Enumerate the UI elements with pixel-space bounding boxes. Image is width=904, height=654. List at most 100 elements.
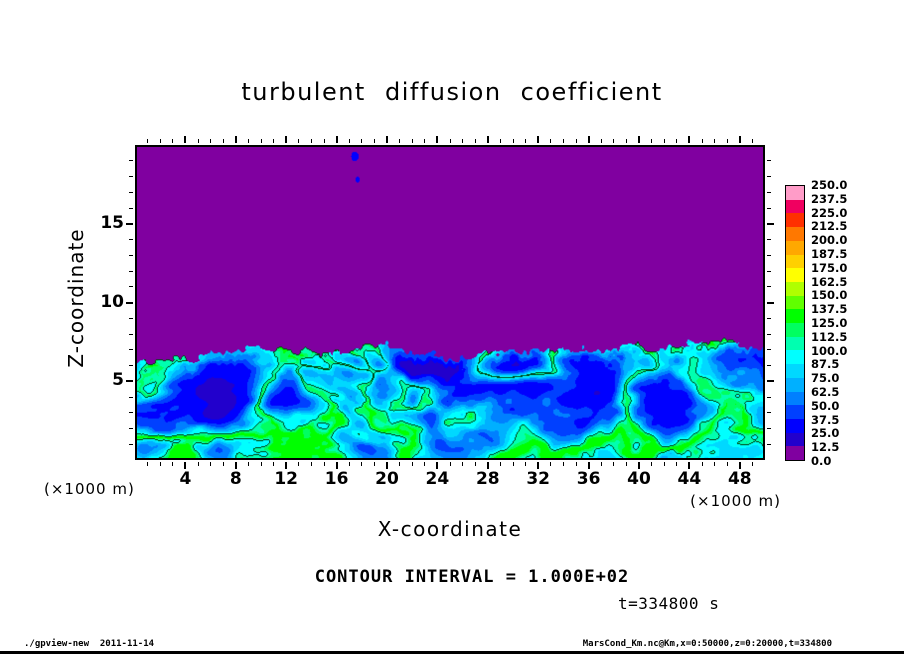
tick-mark: [424, 139, 426, 143]
colorbar-cell: [786, 213, 804, 228]
tick-mark: [126, 222, 133, 225]
tick-mark: [512, 139, 514, 143]
tick-mark: [600, 139, 602, 143]
tick-mark: [625, 139, 627, 143]
tick-mark: [525, 462, 527, 466]
colorbar-cell: [786, 364, 804, 378]
x-tick-label: 48: [727, 469, 752, 489]
tick-mark: [663, 462, 665, 466]
x-tick-label: 24: [425, 469, 450, 489]
colorbar-cell: [786, 295, 804, 310]
colorbar-cell: [786, 432, 804, 447]
colorbar-tick-label: 187.5: [811, 247, 848, 261]
tick-mark: [260, 462, 262, 466]
colorbar-cell: [786, 323, 804, 337]
colorbar-tick-label: 212.5: [811, 219, 848, 234]
tick-mark: [562, 139, 564, 143]
tick-mark: [638, 462, 640, 469]
tick-mark: [285, 462, 288, 469]
x-tick-label: 44: [677, 469, 702, 489]
tick-mark: [361, 462, 363, 466]
tick-mark: [126, 301, 133, 304]
tick-mark: [767, 207, 771, 209]
x-axis-title: X-coordinate: [377, 517, 523, 541]
y-tick-label: 5: [112, 370, 124, 391]
tick-mark: [726, 139, 728, 143]
tick-mark: [714, 462, 716, 466]
tick-mark: [159, 462, 161, 466]
colorbar-tick-label: 87.5: [811, 357, 840, 372]
tick-mark: [129, 443, 133, 445]
tick-mark: [298, 462, 300, 466]
tick-mark: [449, 139, 451, 143]
colorbar-tick-label: 25.0: [811, 426, 840, 441]
footer-dataset-text: MarsCond_Km.nc@Km,x=0:50000,z=0:20000,t=…: [582, 639, 832, 649]
tick-mark: [129, 207, 133, 209]
x-tick-label: 4: [179, 469, 192, 489]
tick-mark: [613, 462, 615, 466]
x-tick-label: 32: [526, 469, 551, 489]
tick-mark: [767, 254, 771, 256]
tick-mark: [386, 136, 388, 143]
tick-mark: [129, 396, 133, 398]
tick-mark: [550, 139, 552, 143]
tick-mark: [129, 428, 133, 429]
tick-mark: [537, 136, 540, 143]
tick-mark: [462, 462, 464, 466]
tick-mark: [600, 462, 602, 466]
tick-mark: [436, 136, 439, 143]
tick-mark: [222, 462, 224, 466]
tick-mark: [767, 301, 774, 304]
tick-mark: [197, 462, 199, 466]
tick-mark: [184, 462, 187, 469]
tick-mark: [247, 462, 249, 466]
tick-mark: [474, 139, 476, 143]
x-tick-label: 40: [627, 469, 651, 489]
colorbar-cell: [786, 186, 804, 200]
tick-mark: [462, 139, 464, 143]
tick-mark: [587, 462, 590, 469]
tick-mark: [222, 139, 224, 143]
colorbar-tick-label: 0.0: [811, 454, 832, 468]
colorbar-cell: [786, 254, 804, 269]
tick-mark: [210, 462, 212, 466]
tick-mark: [129, 270, 133, 272]
tick-mark: [310, 139, 312, 143]
tick-mark: [147, 139, 149, 143]
tick-mark: [575, 139, 577, 143]
tick-mark: [767, 443, 771, 445]
time-annotation: t=334800 s: [618, 594, 720, 613]
x-tick-label: 36: [576, 469, 601, 489]
tick-mark: [129, 365, 133, 366]
tick-mark: [147, 462, 149, 466]
tick-mark: [550, 462, 552, 466]
y-tick-label: 10: [100, 291, 124, 312]
x-axis-unit-label: (×1000 m): [690, 492, 781, 510]
colorbar-tick-label: 112.5: [811, 329, 848, 344]
tick-mark: [767, 222, 774, 225]
tick-mark: [767, 286, 771, 288]
tick-mark: [767, 380, 774, 383]
colorbar-cell: [786, 240, 804, 255]
y-axis-unit-label: (×1000 m): [44, 480, 135, 498]
tick-mark: [210, 139, 212, 143]
colorbar-cell: [786, 309, 804, 324]
tick-mark: [348, 139, 350, 143]
tick-mark: [234, 136, 237, 143]
tick-mark: [767, 160, 771, 162]
tick-mark: [449, 462, 451, 466]
colorbar-cell: [786, 281, 804, 296]
tick-mark: [688, 462, 691, 469]
tick-mark: [260, 139, 262, 143]
tick-mark: [323, 462, 325, 466]
colorbar-tick-label: 100.0: [811, 343, 848, 358]
tick-mark: [562, 462, 564, 466]
colorbar-cell: [786, 391, 804, 406]
tick-mark: [129, 412, 133, 414]
colorbar-cell: [786, 199, 804, 214]
tick-mark: [172, 139, 174, 143]
colorbar-tick-label: 50.0: [811, 398, 840, 413]
